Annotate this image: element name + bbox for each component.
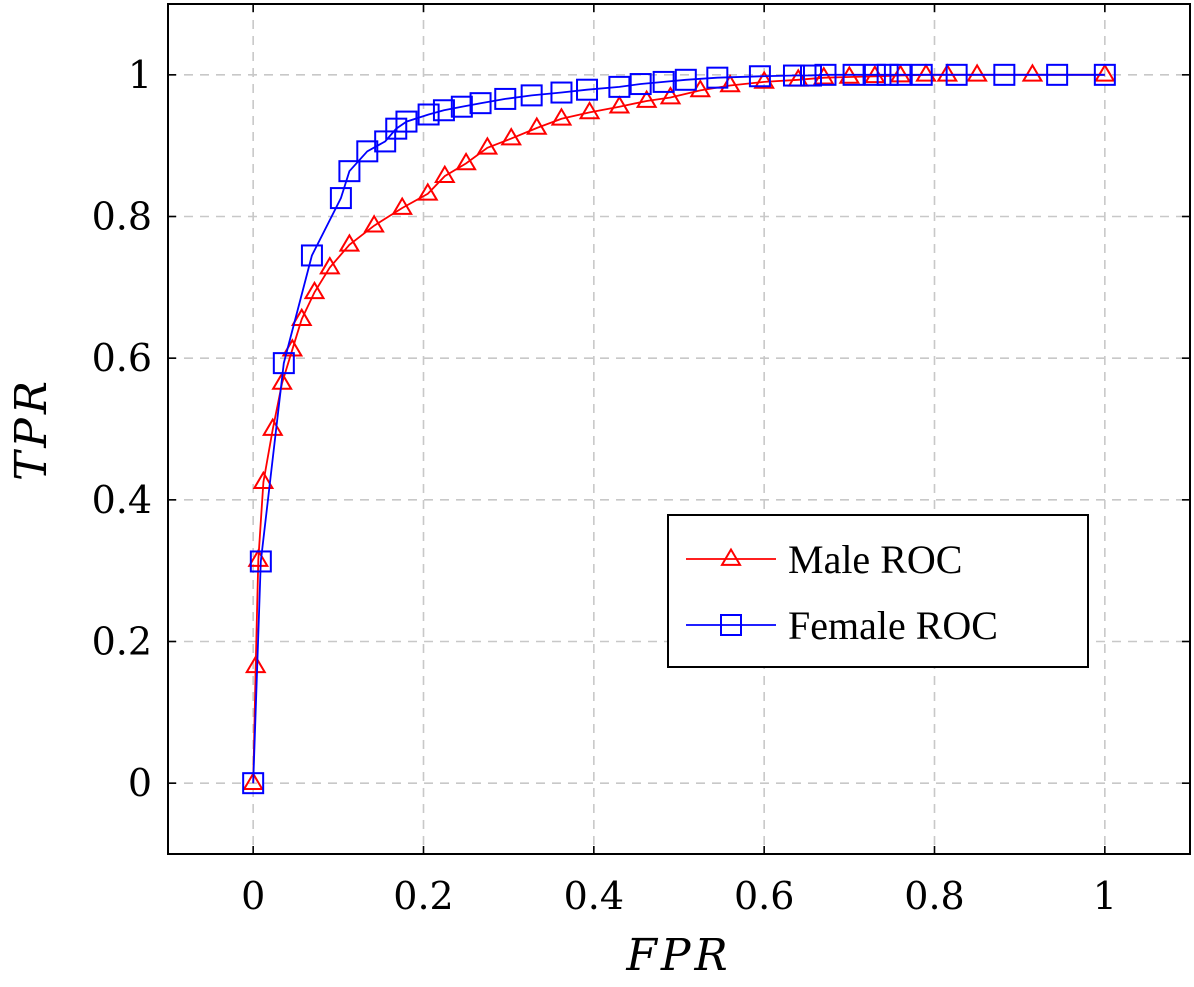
data-point: [391, 196, 413, 215]
data-point: [272, 352, 295, 375]
data-point: [417, 103, 440, 126]
axis-ticks: 0 0.2 0.4 0.6 0.8 1 0 0.2 0.4 0.6 0.8 1: [92, 4, 1190, 918]
x-tick-label: 0.4: [564, 874, 624, 918]
data-point: [242, 772, 265, 795]
x-tick-label: 1: [1093, 874, 1117, 918]
y-tick-label: 0.2: [92, 620, 152, 664]
series-layer: [242, 63, 1116, 795]
data-point: [432, 99, 455, 122]
data-point: [889, 64, 912, 83]
data-point: [748, 65, 771, 88]
data-point: [244, 654, 267, 674]
series-line: [252, 73, 1105, 784]
legend-marker: [720, 547, 742, 566]
data-point: [550, 107, 573, 126]
data-point: [719, 74, 741, 93]
legend: Male ROC Female ROC: [667, 514, 1089, 668]
data-point: [329, 187, 352, 210]
data-point: [889, 63, 912, 86]
data-point: [300, 244, 323, 267]
data-point: [303, 280, 326, 300]
data-point: [338, 233, 361, 252]
data-point: [966, 63, 988, 82]
data-point: [608, 75, 631, 98]
legend-label: Female ROC: [788, 603, 998, 648]
legend-label: Male ROC: [788, 537, 962, 582]
data-point: [1046, 63, 1069, 86]
data-point: [652, 70, 675, 93]
data-point: [494, 87, 517, 110]
data-point: [800, 64, 823, 87]
y-axis-label: TPR: [6, 377, 57, 481]
data-point: [876, 63, 899, 86]
y-tick-label: 0.8: [92, 195, 152, 239]
data-point: [578, 100, 601, 120]
series-triangle-group: [242, 63, 1116, 791]
x-tick-label: 0.6: [734, 874, 794, 918]
data-point: [374, 130, 397, 153]
data-point: [635, 89, 658, 108]
data-point: [319, 256, 341, 275]
data-point: [753, 70, 775, 89]
x-axis-label: FPR: [625, 930, 731, 981]
data-point: [576, 78, 599, 101]
data-point: [395, 110, 418, 133]
series-square-group: [242, 63, 1116, 795]
data-point: [242, 771, 264, 791]
data-point: [520, 84, 543, 107]
data-point: [417, 182, 439, 201]
data-point: [629, 73, 652, 96]
data-point: [706, 66, 729, 89]
grid-lines: [168, 4, 1190, 854]
data-point: [674, 68, 697, 91]
y-tick-label: 0.4: [92, 478, 152, 522]
x-tick-label: 0.8: [904, 874, 964, 918]
data-point: [476, 136, 499, 155]
series-line: [252, 73, 1105, 784]
data-point: [455, 151, 477, 171]
data-point: [1021, 63, 1044, 82]
data-point: [608, 95, 631, 114]
y-tick-label: 0.6: [92, 336, 152, 380]
y-tick-label: 0: [128, 761, 152, 805]
data-point: [550, 81, 573, 104]
data-point: [249, 550, 272, 573]
x-tick-label: 0: [241, 874, 265, 918]
data-point: [271, 371, 293, 390]
data-point: [842, 63, 865, 86]
data-point: [500, 127, 522, 146]
data-point: [247, 548, 270, 567]
data-point: [252, 470, 275, 489]
data-point: [945, 63, 968, 86]
legend-box: [667, 514, 1089, 668]
data-point: [814, 63, 837, 86]
data-point: [338, 160, 361, 183]
data-point: [1094, 63, 1116, 82]
data-point: [450, 95, 473, 118]
data-point: [659, 86, 682, 105]
data-point: [434, 164, 456, 183]
legend-marker: [720, 614, 742, 636]
data-point: [782, 64, 805, 87]
data-point: [290, 307, 313, 327]
data-point: [863, 63, 886, 86]
x-tick-label: 0.2: [393, 874, 453, 918]
data-point: [1093, 63, 1116, 86]
data-point: [526, 116, 548, 135]
data-point: [910, 63, 933, 86]
data-point: [469, 92, 492, 115]
y-tick-label: 1: [128, 53, 152, 97]
plot-frame: [167, 3, 1191, 855]
data-point: [363, 214, 385, 233]
data-point: [993, 63, 1016, 86]
data-point: [915, 63, 937, 82]
